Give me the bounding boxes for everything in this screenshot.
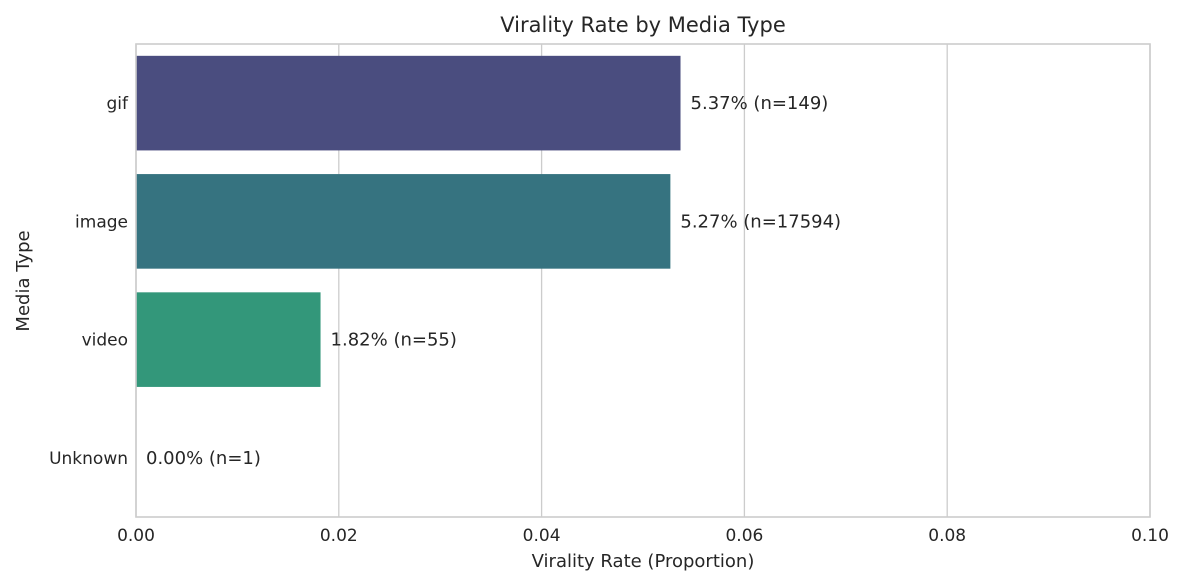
- data-label-image: 5.27% (n=17594): [680, 211, 841, 232]
- x-tick-label: 0.10: [1131, 526, 1169, 546]
- x-tick-label: 0.00: [117, 526, 155, 546]
- x-tick-label: 0.04: [523, 526, 561, 546]
- y-axis-label: Media Type: [13, 230, 34, 331]
- data-label-gif: 5.37% (n=149): [691, 93, 829, 114]
- x-tick-labels: 0.00 0.02 0.04 0.06 0.08 0.10: [117, 526, 1169, 546]
- y-tick-labels: gif image video Unknown: [49, 94, 129, 469]
- y-tick-label: Unknown: [49, 449, 128, 469]
- bar-image: [136, 174, 671, 269]
- bar-gif: [136, 55, 681, 151]
- y-tick-label: video: [82, 331, 128, 351]
- chart-title: Virality Rate by Media Type: [500, 13, 786, 37]
- data-label-unknown: 0.00% (n=1): [146, 448, 261, 469]
- x-tick-label: 0.02: [320, 526, 358, 546]
- x-axis-label: Virality Rate (Proportion): [532, 551, 755, 572]
- bars: [136, 55, 681, 387]
- x-tick-label: 0.08: [928, 526, 966, 546]
- y-tick-label: image: [75, 212, 128, 232]
- plot-frame: [135, 43, 1151, 518]
- y-tick-label: gif: [107, 94, 130, 114]
- bar-video: [136, 292, 321, 387]
- x-tick-label: 0.06: [725, 526, 763, 546]
- data-labels: 5.37% (n=149) 5.27% (n=17594) 1.82% (n=55)…: [146, 93, 841, 469]
- data-label-video: 1.82% (n=55): [331, 330, 457, 351]
